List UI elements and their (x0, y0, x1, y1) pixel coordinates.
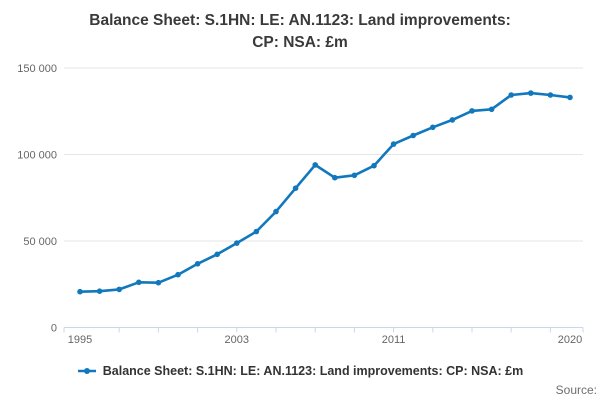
y-axis-label: 50 000 (23, 236, 57, 248)
series-point[interactable] (547, 92, 554, 98)
chart-title-line1: Balance Sheet: S.1HN: LE: AN.1123: Land … (89, 12, 511, 29)
x-axis-label: 2011 (382, 334, 406, 346)
x-axis-label: 2003 (225, 334, 249, 346)
chart-title-line2: CP: NSA: £m (252, 34, 348, 51)
series-point[interactable] (77, 288, 83, 295)
legend-marker-dot (83, 368, 90, 374)
series-line[interactable] (78, 91, 572, 294)
series-point[interactable] (410, 132, 417, 139)
series-point[interactable] (194, 261, 201, 267)
series-point[interactable] (136, 279, 142, 286)
series-point[interactable] (528, 90, 534, 96)
series-point[interactable] (371, 162, 377, 169)
series-point[interactable] (253, 228, 260, 235)
series-point[interactable] (175, 271, 181, 278)
x-axis-label: 2020 (558, 334, 582, 346)
series-point[interactable] (390, 141, 397, 147)
legend-label: Balance Sheet: S.1HN: LE: AN.1123: Land … (102, 364, 524, 378)
series-point[interactable] (214, 251, 220, 258)
series-point[interactable] (508, 92, 514, 98)
y-axis-label: 0 (51, 322, 57, 334)
y-axis-label: 100 000 (17, 149, 57, 161)
x-axis-label: 1995 (68, 334, 92, 346)
series-point[interactable] (567, 94, 573, 101)
chart-title: Balance Sheet: S.1HN: LE: AN.1123: Land … (0, 10, 600, 54)
series-point[interactable] (449, 117, 456, 123)
series-point[interactable] (351, 172, 358, 179)
series-point[interactable] (488, 106, 495, 113)
series-point[interactable] (469, 108, 475, 114)
legend-marker-icon (77, 368, 96, 374)
series-point[interactable] (155, 279, 162, 286)
series-point[interactable] (332, 174, 338, 181)
series-point[interactable] (273, 208, 279, 215)
series-group[interactable] (77, 90, 573, 295)
y-axis-label: 150 000 (17, 63, 57, 75)
series-point[interactable] (116, 286, 122, 293)
source-label: Source: (555, 383, 597, 397)
legend-item[interactable]: Balance Sheet: S.1HN: LE: AN.1123: Land … (0, 364, 600, 378)
series-point[interactable] (312, 162, 319, 168)
plot-svg: 0 50 000 100 000 150 000 1995 2003 2011 2020 (17, 63, 584, 346)
series-point[interactable] (96, 288, 103, 295)
series-point[interactable] (292, 185, 299, 191)
series-point[interactable] (234, 240, 240, 246)
series-point[interactable] (430, 124, 436, 131)
